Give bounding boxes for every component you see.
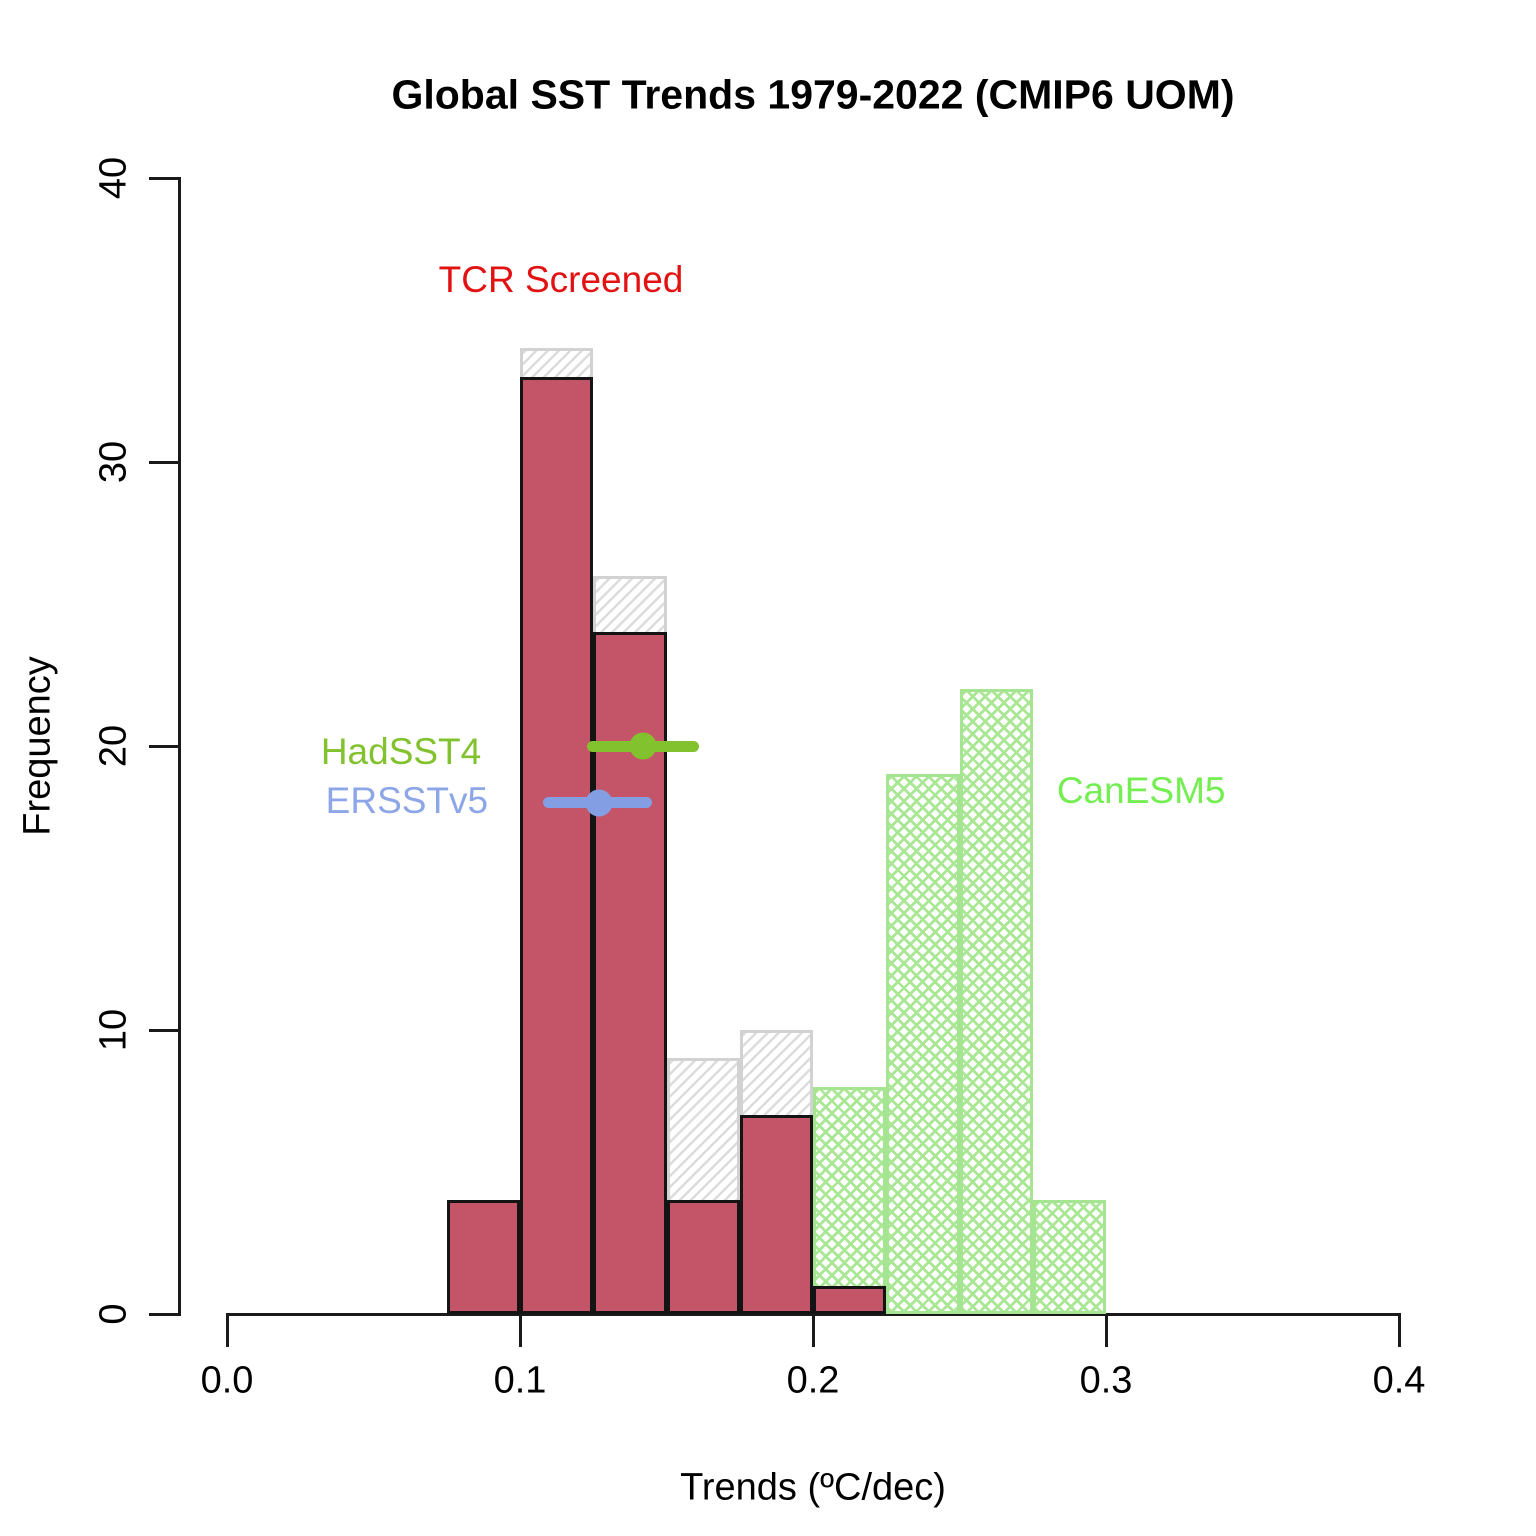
- y-tick: [149, 460, 179, 464]
- histogram-bar-tcr-screened: [739, 1115, 813, 1314]
- chart-title: Global SST Trends 1979-2022 (CMIP6 UOM): [391, 71, 1235, 118]
- annotation-canesm5: CanESM5: [1056, 770, 1226, 812]
- y-tick-label: 10: [92, 1008, 135, 1052]
- x-tick: [518, 1314, 522, 1347]
- y-tick: [149, 1028, 179, 1032]
- histogram-bar-canesm5: [813, 1086, 887, 1314]
- x-tick: [1104, 1314, 1108, 1347]
- y-tick-label: 40: [92, 156, 135, 200]
- y-axis-line: [177, 176, 181, 1316]
- y-tick-label: 0: [92, 1303, 135, 1325]
- y-tick: [149, 1312, 179, 1316]
- x-tick-label: 0.1: [493, 1359, 547, 1402]
- histogram-bar-canesm5: [959, 689, 1033, 1314]
- y-tick-label: 30: [92, 440, 135, 484]
- x-axis-title: Trends (ºC/dec): [680, 1466, 946, 1509]
- histogram-bar-canesm5: [886, 774, 960, 1314]
- x-tick-label: 0.2: [786, 1359, 840, 1402]
- x-tick: [811, 1314, 815, 1347]
- x-tick-label: 0.3: [1079, 1359, 1133, 1402]
- y-tick-label: 20: [92, 724, 135, 768]
- x-tick-label: 0.0: [200, 1359, 254, 1402]
- histogram-bar-tcr-screened: [446, 1200, 520, 1314]
- x-tick: [225, 1314, 229, 1347]
- histogram-bar-tcr-screened: [593, 632, 667, 1314]
- y-tick: [149, 176, 179, 180]
- obs-dot-ersstv5: [585, 789, 613, 817]
- histogram-bar-canesm5: [1032, 1200, 1106, 1314]
- histogram-bar-tcr-screened: [813, 1285, 887, 1314]
- x-tick: [1397, 1314, 1401, 1347]
- x-tick-label: 0.4: [1372, 1359, 1426, 1402]
- y-tick: [149, 744, 179, 748]
- obs-dot-hadsst4: [629, 732, 657, 760]
- annotation-ersstv5: ERSSTv5: [325, 780, 489, 822]
- annotation-tcr-screened: TCR Screened: [438, 259, 684, 301]
- histogram-bar-tcr-screened: [666, 1200, 740, 1314]
- y-axis-title: Frequency: [16, 656, 59, 836]
- annotation-hadsst4: HadSST4: [320, 730, 482, 772]
- histogram-bar-tcr-screened: [520, 376, 594, 1314]
